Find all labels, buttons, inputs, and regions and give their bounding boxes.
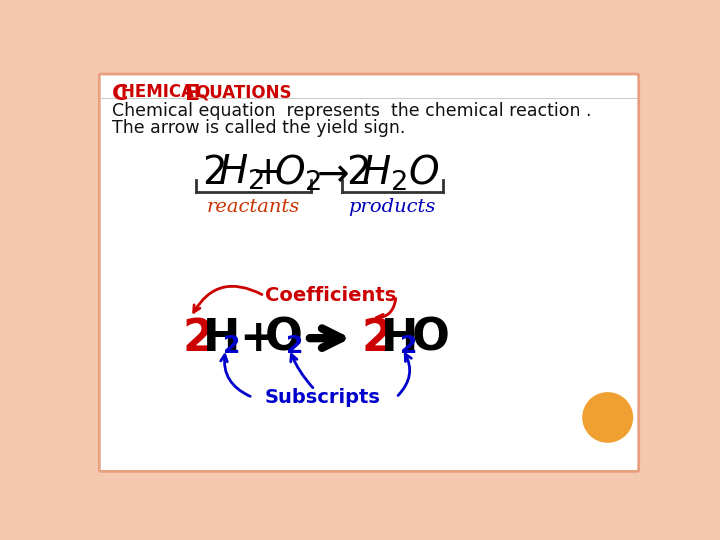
Text: 2: 2	[361, 316, 392, 360]
Text: H: H	[203, 316, 240, 360]
FancyArrowPatch shape	[291, 354, 313, 388]
Text: Coefficients: Coefficients	[265, 286, 396, 305]
FancyArrowPatch shape	[221, 355, 250, 396]
FancyBboxPatch shape	[99, 74, 639, 471]
Text: The arrow is called the yield sign.: The arrow is called the yield sign.	[112, 119, 405, 137]
Text: 2: 2	[222, 334, 240, 358]
Text: $\mathit{O}_{\mathit{2}}$: $\mathit{O}_{\mathit{2}}$	[274, 152, 321, 193]
Text: +: +	[239, 316, 276, 360]
Text: 2: 2	[183, 316, 214, 360]
FancyArrowPatch shape	[398, 354, 411, 395]
Text: C: C	[112, 84, 128, 104]
Text: QUATIONS: QUATIONS	[194, 83, 291, 102]
Text: $\mathit{H}_{\mathit{2}}$: $\mathit{H}_{\mathit{2}}$	[218, 153, 264, 192]
Text: HEMICAL: HEMICAL	[121, 83, 210, 102]
Text: $\mathit{2}$: $\mathit{2}$	[202, 153, 225, 192]
Text: E: E	[185, 84, 200, 104]
Text: H: H	[381, 316, 418, 360]
Text: Subscripts: Subscripts	[264, 388, 380, 407]
Text: 2: 2	[286, 334, 303, 358]
Text: products: products	[348, 198, 436, 216]
Text: $\rightarrow$: $\rightarrow$	[310, 153, 350, 192]
Text: $\mathit{2}$: $\mathit{2}$	[346, 153, 369, 192]
Text: Chemical equation  represents  the chemical reaction .: Chemical equation represents the chemica…	[112, 102, 591, 120]
Text: O: O	[412, 316, 449, 360]
Circle shape	[583, 393, 632, 442]
FancyArrowPatch shape	[377, 299, 396, 321]
Text: reactants: reactants	[207, 198, 300, 216]
Text: $\mathit{H}_{\mathit{2}}\mathit{O}$: $\mathit{H}_{\mathit{2}}\mathit{O}$	[361, 152, 440, 193]
Text: O: O	[264, 316, 302, 360]
Text: $+$: $+$	[251, 153, 282, 192]
Text: 2: 2	[400, 334, 418, 358]
FancyArrowPatch shape	[194, 286, 262, 312]
